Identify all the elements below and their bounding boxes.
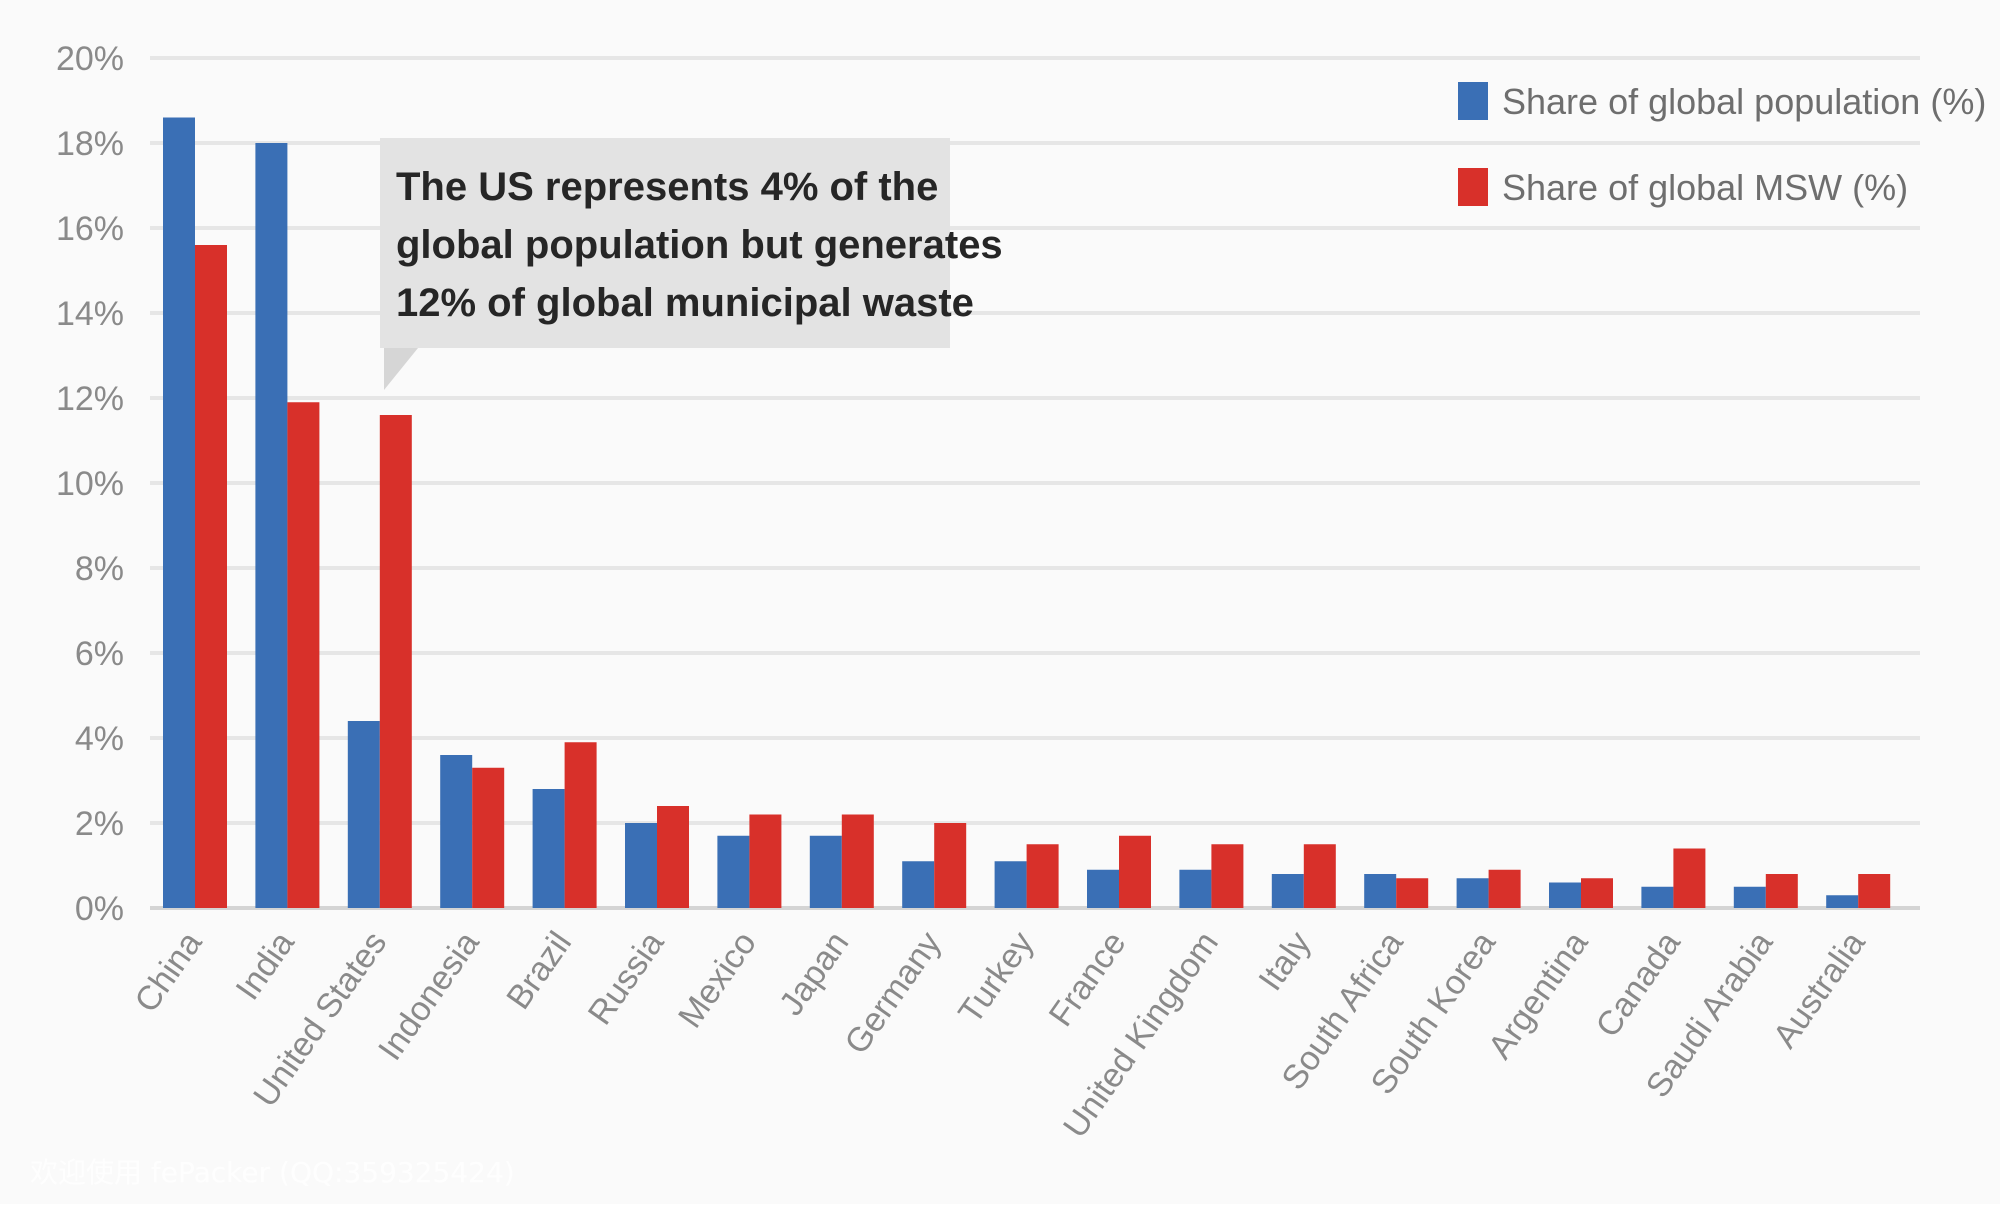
bar-msw (1673, 848, 1706, 908)
bar-population (1549, 882, 1581, 908)
y-tick-label: 8% (75, 550, 124, 588)
bar-population (255, 143, 288, 908)
bar-msw (841, 814, 874, 908)
legend: Share of global population (%) Share of … (1458, 81, 1986, 208)
bars (163, 117, 1891, 908)
bar-msw (1765, 874, 1798, 908)
bar-population (347, 721, 380, 908)
legend-swatch-population (1458, 82, 1488, 120)
bar-population (902, 861, 935, 908)
bar-msw (472, 767, 505, 908)
bar-population (440, 755, 473, 908)
bar-msw (287, 402, 320, 908)
bar-msw (657, 806, 689, 908)
bar-msw (934, 823, 967, 908)
y-tick-label: 18% (56, 125, 124, 163)
annotation-line-2: global population but generates (396, 223, 1003, 267)
bar-population (532, 789, 565, 908)
y-tick-label: 10% (56, 465, 124, 503)
annotation-callout: The US represents 4% of the global popul… (380, 138, 1003, 390)
bar-msw (1858, 874, 1891, 908)
y-tick-label: 0% (75, 890, 124, 928)
bar-population (1179, 869, 1212, 908)
bar-population (1087, 869, 1119, 908)
annotation-line-1: The US represents 4% of the (396, 165, 938, 209)
y-tick-label: 16% (56, 210, 124, 248)
bar-population (163, 117, 195, 908)
bar-population (625, 823, 657, 908)
bar-population (809, 835, 842, 908)
bar-msw (1026, 844, 1059, 908)
y-tick-label: 12% (56, 380, 124, 418)
bar-population (1733, 886, 1766, 908)
bar-msw (1303, 844, 1336, 908)
bar-population (1271, 874, 1304, 908)
annotation-box (380, 138, 950, 348)
bar-population (1456, 878, 1489, 908)
bar-msw (749, 814, 782, 908)
y-tick-label: 6% (75, 635, 124, 673)
bar-msw (195, 245, 227, 908)
watermark-text: 欢迎使用 fePacker (QQ:359325424) (30, 1156, 515, 1189)
bar-msw (1211, 844, 1244, 908)
legend-label-population: Share of global population (%) (1502, 81, 1986, 122)
bar-msw (1581, 878, 1613, 908)
annotation-line-3: 12% of global municipal waste (396, 281, 974, 325)
bar-msw (1488, 869, 1521, 908)
bar-population (1641, 886, 1674, 908)
y-tick-label: 20% (56, 40, 124, 78)
bar-population (717, 835, 750, 908)
y-tick-label: 4% (75, 720, 124, 758)
y-axis-ticks: 0% 2% 4% 6% 8% 10% 12% 14% 16% 18% 20% (56, 40, 124, 928)
bar-msw (564, 742, 597, 908)
annotation-pointer (384, 348, 418, 390)
y-tick-label: 14% (56, 295, 124, 333)
bar-msw (1119, 835, 1151, 908)
bar-population (1826, 895, 1859, 908)
bar-msw (379, 415, 412, 908)
bar-population (1364, 874, 1397, 908)
legend-label-msw: Share of global MSW (%) (1502, 167, 1908, 208)
y-tick-label: 2% (75, 805, 124, 843)
legend-swatch-msw (1458, 168, 1488, 206)
bar-msw (1396, 878, 1429, 908)
bar-population (994, 861, 1027, 908)
